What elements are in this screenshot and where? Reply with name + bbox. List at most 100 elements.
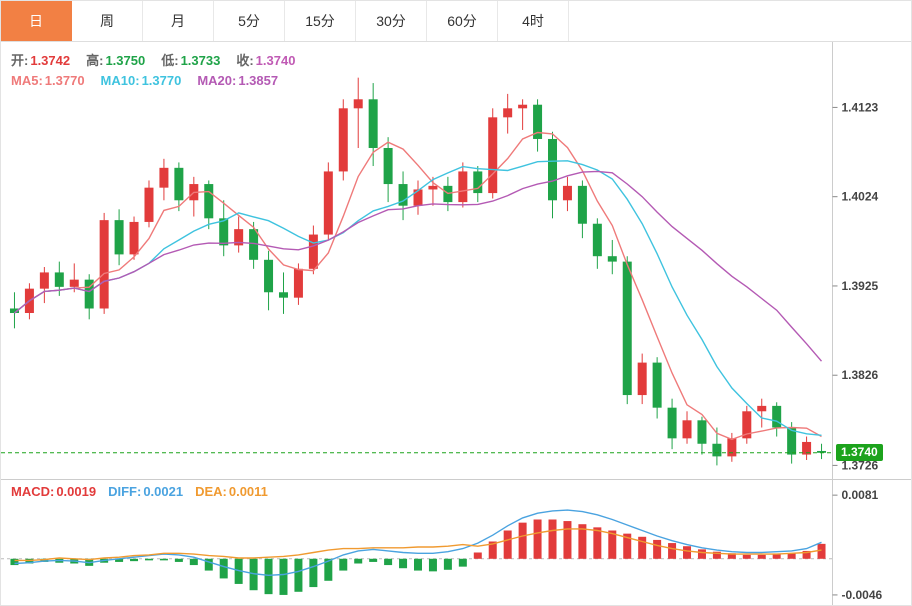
- macd-bar: [533, 519, 542, 559]
- ohlc-close: 收: 1.3740: [236, 53, 296, 68]
- candle: [757, 405, 767, 412]
- timeframe-tab-5min[interactable]: 5分: [214, 1, 285, 41]
- macd-bar: [249, 558, 258, 591]
- candle: [488, 117, 498, 194]
- macd-bar: [309, 558, 318, 588]
- candle: [264, 259, 274, 293]
- candle: [727, 438, 737, 457]
- macd-bar: [384, 558, 393, 566]
- macd-bar: [144, 558, 153, 561]
- macd-bar: [802, 550, 811, 559]
- candle: [772, 405, 782, 428]
- macd-bar: [697, 549, 706, 559]
- y-axis-label: 1.4123: [842, 100, 879, 114]
- candle: [682, 420, 692, 439]
- candle: [458, 171, 468, 203]
- chart-canvas[interactable]: 1.4123 1.4024 1.3925 1.3826 1.3726 0.0081 -0.0…: [1, 42, 912, 606]
- macd-bar: [518, 522, 527, 559]
- candle: [607, 256, 617, 262]
- timeframe-tab-60min[interactable]: 60分: [427, 1, 498, 41]
- timeframe-tab-week[interactable]: 周: [72, 1, 143, 41]
- candle: [712, 443, 722, 457]
- macd-bar: [324, 558, 333, 581]
- macd-bar: [354, 558, 363, 564]
- candle: [39, 272, 49, 289]
- timeframe-tab-month[interactable]: 月: [143, 1, 214, 41]
- ohlc-open: 开: 1.3742: [11, 53, 71, 68]
- macd-bar: [608, 530, 617, 559]
- candle: [398, 184, 408, 206]
- candle: [742, 411, 752, 439]
- chart-area: 1.4123 1.4024 1.3925 1.3826 1.3726 0.0081 -0.0…: [1, 42, 912, 606]
- ma-legend-ma5: MA5: 1.3770: [11, 73, 85, 88]
- candle: [144, 187, 154, 222]
- ma-legend-ma10: MA10: 1.3770: [100, 73, 182, 88]
- candle: [548, 138, 558, 201]
- ohlc-high: 高: 1.3750: [86, 53, 146, 68]
- macd-legend-dea: DEA: 0.0011: [195, 484, 268, 499]
- timeframe-tab-15min[interactable]: 15分: [285, 1, 356, 41]
- timeframe-tab-30min[interactable]: 30分: [356, 1, 427, 41]
- candle: [323, 171, 333, 235]
- macd-bar: [757, 554, 766, 559]
- candle: [293, 268, 303, 298]
- candle: [413, 189, 423, 206]
- candle: [9, 308, 19, 314]
- macd-bar: [369, 558, 378, 562]
- candle: [562, 185, 572, 201]
- candle: [652, 362, 662, 408]
- macd-readout: MACD: 0.0019 DIFF: 0.0021 DEA: 0.0011: [11, 484, 268, 499]
- timeframe-tab-day[interactable]: 日: [1, 1, 72, 41]
- candle: [697, 420, 707, 444]
- candle: [667, 407, 677, 439]
- macd-bar: [428, 558, 437, 572]
- candle: [802, 441, 812, 455]
- timeframe-tabbar: 日周月 5分 15分 30分 60分 4时: [1, 1, 911, 42]
- macd-bar: [234, 558, 243, 584]
- ohlc-low: 低: 1.3733: [161, 53, 221, 68]
- candle: [428, 185, 438, 190]
- candlestick-series: [9, 77, 827, 466]
- candle: [129, 221, 139, 255]
- candle: [787, 427, 797, 455]
- macd-bar: [399, 558, 408, 569]
- macd-bar: [817, 543, 826, 559]
- y-axis-label: 0.0081: [842, 488, 879, 502]
- dea-line: [14, 528, 822, 562]
- macd-bar: [219, 558, 228, 579]
- candle: [817, 450, 827, 453]
- macd-bar: [25, 558, 34, 564]
- macd-bar: [653, 539, 662, 559]
- macd-bar: [40, 558, 49, 562]
- macd-bar: [130, 558, 139, 562]
- candle: [383, 147, 393, 185]
- macd-bar: [548, 519, 557, 559]
- y-axis-label: -0.0046: [842, 588, 883, 602]
- candle: [278, 292, 288, 298]
- ma-readout: MA5: 1.3770 MA10: 1.3770 MA20: 1.3857: [11, 73, 278, 88]
- candle: [637, 362, 647, 396]
- current-price-tag: 1.3740: [836, 443, 883, 461]
- macd-bar: [10, 558, 19, 566]
- ohlc-readout: 开: 1.3742 高: 1.3750 低: 1.3733 收: 1.3740: [11, 50, 295, 69]
- timeframe-tab-4hour[interactable]: 4时: [498, 1, 569, 41]
- macd-bar: [279, 558, 288, 595]
- candle: [353, 99, 363, 109]
- macd-bar: [772, 554, 781, 559]
- macd-bar: [443, 558, 452, 570]
- macd-bar: [159, 558, 168, 561]
- macd-bar: [174, 558, 183, 562]
- macd-bar: [458, 558, 467, 567]
- candle: [503, 108, 513, 118]
- y-axis-label: 1.3826: [842, 368, 879, 382]
- candle: [84, 279, 94, 309]
- macd-bar: [727, 553, 736, 559]
- macd-bar: [294, 558, 303, 592]
- candle: [249, 229, 259, 260]
- macd-bar: [712, 551, 721, 559]
- candle: [533, 104, 543, 139]
- candle: [368, 99, 378, 148]
- candle: [338, 108, 348, 172]
- macd-bar: [488, 541, 497, 559]
